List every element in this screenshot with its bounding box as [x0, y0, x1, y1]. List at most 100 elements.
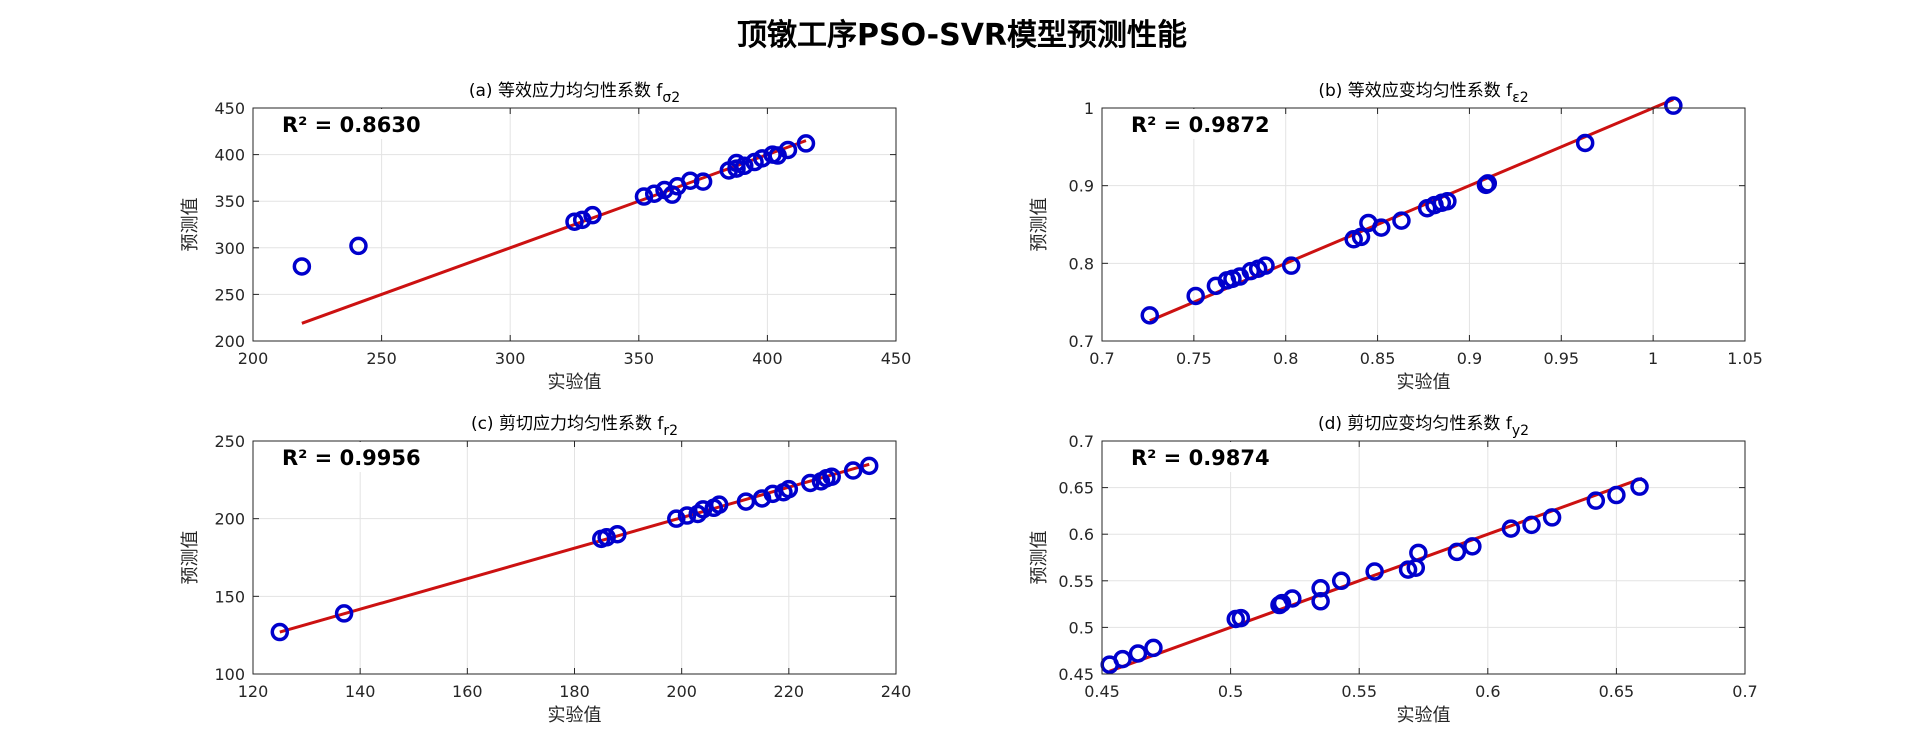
data-point	[1438, 191, 1457, 211]
y-tick-label: 0.55	[1058, 572, 1094, 591]
data-point	[693, 172, 713, 191]
y-tick-label: 200	[214, 510, 245, 529]
data-point	[801, 473, 820, 493]
data-point	[1501, 519, 1521, 538]
x-tick-label: 220	[774, 682, 805, 701]
subplot-title: (b) 等效应变均匀性系数 fε2	[1318, 81, 1528, 106]
x-axis-label: 实验值	[548, 372, 602, 393]
subplot-title: (a) 等效应力均匀性系数 fσ2	[469, 81, 680, 106]
data-point	[1586, 491, 1606, 510]
subplot-title-subscript: r2	[663, 423, 678, 439]
data-point	[667, 509, 686, 528]
annotation-bg	[1122, 109, 1240, 139]
data-point	[597, 528, 616, 547]
subplot-title-main: (a) 等效应力均匀性系数 f	[469, 81, 663, 101]
data-point	[1478, 174, 1498, 193]
subplot-title-subscript: ε2	[1512, 90, 1528, 106]
subplot-title: (c) 剪切应力均匀性系数 fr2	[471, 414, 678, 439]
y-tick-label: 0.65	[1058, 479, 1094, 498]
y-tick-label: 0.9	[1069, 177, 1094, 196]
data-point	[1447, 542, 1467, 562]
data-point	[779, 479, 799, 499]
data-point	[680, 171, 700, 190]
data-point	[1311, 592, 1330, 611]
y-tick-label: 1	[1084, 99, 1094, 118]
x-tick-label: 120	[238, 682, 269, 701]
x-tick-label: 0.9	[1457, 349, 1482, 368]
subplot-title-main: (b) 等效应变均匀性系数 f	[1318, 81, 1513, 101]
x-tick-label: 450	[881, 349, 912, 368]
x-tick-label: 0.5	[1218, 682, 1243, 701]
y-tick-label: 200	[214, 332, 245, 351]
subplot-title: (d) 剪切应变均匀性系数 fy2	[1318, 414, 1529, 439]
data-point	[822, 467, 841, 486]
x-tick-label: 200	[238, 349, 269, 368]
data-point	[709, 495, 729, 514]
x-tick-label: 0.45	[1084, 682, 1120, 701]
data-point	[1398, 560, 1418, 579]
axes-box	[1101, 107, 1746, 342]
data-point	[1664, 96, 1683, 115]
data-point	[1231, 608, 1251, 628]
data-point	[1128, 644, 1148, 663]
data-point	[735, 156, 754, 176]
x-tick-label: 240	[881, 682, 912, 701]
y-axis-label: 预测值	[1029, 198, 1050, 252]
axes-box	[1101, 440, 1746, 675]
data-point	[634, 187, 654, 206]
y-tick-label: 0.5	[1069, 618, 1094, 637]
data-point	[270, 622, 290, 642]
data-point	[583, 205, 602, 225]
y-tick-label: 0.7	[1069, 332, 1094, 351]
y-tick-label: 250	[214, 432, 245, 451]
data-point	[1542, 508, 1562, 527]
y-tick-label: 250	[214, 285, 245, 304]
data-point	[1113, 649, 1132, 669]
x-tick-label: 140	[345, 682, 376, 701]
data-point	[1351, 227, 1371, 247]
r2-annotation: R² = 0.9956	[282, 446, 421, 470]
annotation-bg	[273, 109, 391, 139]
subplot-c: 120 140 160 180 200 220 240 100 150 200 250 实验值 预测值 (…	[180, 414, 911, 726]
data-point	[1281, 256, 1301, 275]
data-point	[1392, 211, 1411, 230]
y-tick-label: 0.6	[1069, 525, 1094, 544]
data-point	[859, 456, 879, 476]
y-axis-label: 预测值	[180, 531, 201, 585]
subplot-a: 200 250 300 350 400 450 200 250 300 350 400 450 实验值 预…	[180, 81, 911, 393]
data-point	[1365, 562, 1384, 581]
x-tick-label: 0.8	[1273, 349, 1298, 368]
data-point	[843, 461, 863, 480]
data-point	[608, 524, 627, 544]
data-point	[1140, 306, 1160, 325]
x-tick-label: 1.05	[1727, 349, 1763, 368]
r2-annotation: R² = 0.9874	[1131, 446, 1270, 470]
y-axis-label: 预测值	[1029, 531, 1050, 585]
y-tick-label: 150	[214, 587, 245, 606]
x-tick-label: 0.85	[1360, 349, 1396, 368]
y-tick-label: 350	[214, 192, 245, 211]
y-tick-label: 400	[214, 146, 245, 165]
y-tick-label: 0.8	[1069, 254, 1094, 273]
x-tick-label: 0.6	[1475, 682, 1500, 701]
data-point	[1463, 537, 1482, 556]
x-axis-label: 实验值	[548, 705, 602, 726]
subplot-title-main: (d) 剪切应变均匀性系数 f	[1318, 414, 1513, 434]
data-point	[1283, 589, 1302, 608]
data-point	[763, 484, 783, 504]
data-point	[565, 212, 584, 231]
fit-line	[279, 462, 870, 634]
y-axis-label: 预测值	[180, 198, 201, 252]
x-tick-label: 0.65	[1599, 682, 1635, 701]
x-tick-label: 1	[1648, 349, 1658, 368]
r2-annotation: R² = 0.8630	[282, 113, 421, 137]
subplot-d: 0.45 0.5 0.55 0.6 0.65 0.7 0.45 0.5 0.55 0.6 0.65 0…	[1029, 414, 1758, 726]
x-tick-label: 180	[559, 682, 590, 701]
data-point	[1607, 485, 1626, 505]
data-point	[1256, 256, 1275, 275]
x-tick-label: 300	[495, 349, 526, 368]
data-point	[1630, 477, 1649, 496]
x-tick-label: 160	[452, 682, 483, 701]
data-point	[796, 134, 816, 153]
